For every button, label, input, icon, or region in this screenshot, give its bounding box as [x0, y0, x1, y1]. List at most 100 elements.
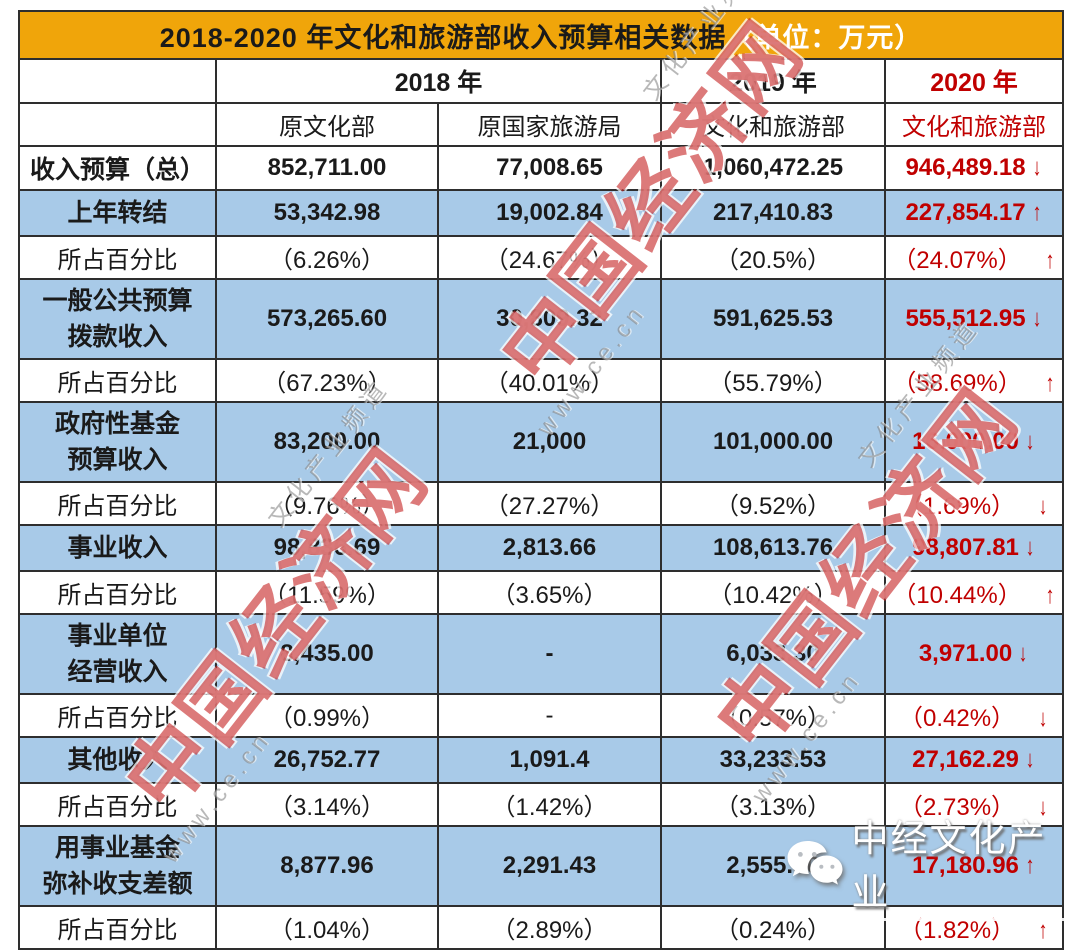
table-row: 一般公共预算 拨款收入 573,265.60 30,809.32 591,625.53… — [18, 278, 1065, 360]
table-row: 上年转结 53,342.98 19,002.84 217,410.83 227,854.… — [18, 189, 1065, 237]
down-arrow-icon: ↓ — [1025, 428, 1035, 455]
cell-2018-yuan-wenhuabu: 26,752.77 — [215, 736, 439, 784]
cell-2018-yuan-guojialvyouju: （3.65%） — [437, 570, 662, 615]
table-title: 2018-2020 年文化和旅游部收入预算相关数据（单位：万元） — [17, 10, 1065, 60]
cell-2018-yuan-guojialvyouju: 21,000 — [437, 401, 662, 483]
cell-2020-wenhualvyoubu: （10.44%） ↑ — [883, 570, 1065, 615]
value-2020: 17,180.96 — [912, 852, 1019, 879]
cell-2018-yuan-wenhuabu: （1.04%） — [215, 905, 439, 950]
cell-2018-yuan-guojialvyouju: （24.67%） — [437, 235, 662, 280]
cell-2019-wenhualvyoubu: 217,410.83 — [660, 189, 886, 237]
title-unit: （单位：万元） — [726, 22, 923, 53]
cell-2018-yuan-wenhuabu: 53,342.98 — [215, 189, 439, 237]
cell-2019-wenhualvyoubu: 591,625.53 — [660, 278, 886, 360]
value-2020: （1.69%） — [898, 493, 1016, 520]
subheader-former-ministry-of-culture: 原文化部 — [215, 102, 439, 147]
row-label: 其他收入 — [18, 736, 217, 784]
down-arrow-icon: ↓ — [1038, 794, 1048, 821]
value-2020: （1.82%） — [898, 917, 1016, 944]
row-label: 所占百分比 — [18, 693, 217, 738]
row-label: 事业收入 — [18, 524, 217, 572]
title-text: 2018-2020 年文化和旅游部收入预算相关数据 — [159, 22, 727, 53]
cell-2020-wenhualvyoubu: 17,180.96 ↑ — [883, 825, 1065, 907]
down-arrow-icon: ↓ — [1038, 705, 1048, 732]
agency-header-row: 原文化部 原国家旅游局 文化和旅游部 文化和旅游部 — [18, 102, 1065, 147]
cell-2020-wenhualvyoubu: 16,000.00 ↓ — [883, 401, 1065, 483]
cell-2018-yuan-guojialvyouju: 30,809.32 — [437, 278, 662, 360]
cell-2020-wenhualvyoubu: 946,489.18 ↓ — [883, 145, 1065, 191]
value-2020: （10.44%） — [892, 582, 1022, 609]
header-2019: 2019 年 — [660, 58, 886, 104]
cell-2020-wenhualvyoubu: （58.69%） ↑ — [883, 358, 1065, 403]
cell-2019-wenhualvyoubu: 6,033.30 — [660, 613, 886, 695]
cell-2018-yuan-guojialvyouju: 2,813.66 — [437, 524, 662, 572]
down-arrow-icon: ↓ — [1032, 154, 1042, 181]
cell-2018-yuan-wenhuabu: （0.99%） — [215, 693, 439, 738]
cell-2018-yuan-wenhuabu: 83,200.00 — [215, 401, 439, 483]
page: 2018-2020 年文化和旅游部收入预算相关数据（单位：万元） 2018 年 … — [17, 0, 1065, 950]
table-row: 所占百分比 （1.04%） （2.89%） （0.24%） （1.82%） ↑ — [18, 905, 1065, 950]
table-row: 其他收入 26,752.77 1,091.4 33,233.53 27,162.29 ↓ — [18, 736, 1065, 784]
cell-2019-wenhualvyoubu: 108,613.76 — [660, 524, 886, 572]
table-row: 事业收入 98,836.69 2,813.66 108,613.76 98,807.81… — [18, 524, 1065, 572]
cell-2018-yuan-guojialvyouju: （1.42%） — [437, 782, 662, 827]
cell-2018-yuan-wenhuabu: 852,711.00 — [215, 145, 439, 191]
cell-2019-wenhualvyoubu: （55.79%） — [660, 358, 886, 403]
table-row: 所占百分比 （67.23%） （40.01%） （55.79%） （58.69%） ↑ — [18, 358, 1065, 403]
up-arrow-icon: ↑ — [1025, 852, 1035, 879]
cell-2018-yuan-wenhuabu: 8,877.96 — [215, 825, 439, 907]
cell-2020-wenhualvyoubu: （1.82%） ↑ — [883, 905, 1065, 950]
corner-cell — [18, 58, 217, 104]
down-arrow-icon: ↓ — [1032, 305, 1042, 332]
cell-2019-wenhualvyoubu: （10.42%） — [660, 570, 886, 615]
up-arrow-icon: ↑ — [1045, 370, 1055, 397]
row-label: 事业单位 经营收入 — [18, 613, 217, 695]
header-2018: 2018 年 — [215, 58, 662, 104]
cell-2018-yuan-guojialvyouju: 2,291.43 — [437, 825, 662, 907]
budget-table: 2018-2020 年文化和旅游部收入预算相关数据（单位：万元） 2018 年 … — [17, 10, 1065, 950]
value-2020: 98,807.81 — [912, 534, 1019, 561]
table-row: 所占百分比 （0.99%） - （0.57%） （0.42%） ↓ — [18, 693, 1065, 738]
down-arrow-icon: ↓ — [1025, 534, 1035, 561]
header-2020: 2020 年 — [883, 58, 1065, 104]
value-2020: （58.69%） — [892, 370, 1022, 397]
row-label: 所占百分比 — [18, 481, 217, 526]
cell-2018-yuan-guojialvyouju: 77,008.65 — [437, 145, 662, 191]
cell-2019-wenhualvyoubu: 101,000.00 — [660, 401, 886, 483]
cell-2018-yuan-guojialvyouju: - — [437, 693, 662, 738]
title-row: 2018-2020 年文化和旅游部收入预算相关数据（单位：万元） — [17, 10, 1065, 60]
cell-2018-yuan-guojialvyouju: - — [437, 613, 662, 695]
cell-2018-yuan-guojialvyouju: （2.89%） — [437, 905, 662, 950]
down-arrow-icon: ↓ — [1025, 746, 1035, 773]
table-row: 所占百分比 （11.59%） （3.65%） （10.42%） （10.44%） ↑ — [18, 570, 1065, 615]
value-2020: （0.42%） — [898, 705, 1016, 732]
cell-2020-wenhualvyoubu: （2.73%） ↓ — [883, 782, 1065, 827]
table-row: 事业单位 经营收入 8,435.00-6,033.30 3,971.00 ↓ — [18, 613, 1065, 695]
cell-2020-wenhualvyoubu: 3,971.00 ↓ — [883, 613, 1065, 695]
cell-2019-wenhualvyoubu: （9.52%） — [660, 481, 886, 526]
cell-2018-yuan-wenhuabu: （11.59%） — [215, 570, 439, 615]
up-arrow-icon: ↑ — [1038, 917, 1048, 944]
cell-2018-yuan-guojialvyouju: 19,002.84 — [437, 189, 662, 237]
table-row: 用事业基金 弥补收支差额 8,877.96 2,291.43 2,555.30 17,1… — [18, 825, 1065, 907]
value-2020: 555,512.95 — [905, 305, 1026, 332]
table-row: 所占百分比 （3.14%） （1.42%） （3.13%） （2.73%） ↓ — [18, 782, 1065, 827]
cell-2019-wenhualvyoubu: （20.5%） — [660, 235, 886, 280]
cell-2018-yuan-wenhuabu: （9.76%） — [215, 481, 439, 526]
cell-2019-wenhualvyoubu: 2,555.30 — [660, 825, 886, 907]
cell-2020-wenhualvyoubu: 98,807.81 ↓ — [883, 524, 1065, 572]
down-arrow-icon: ↓ — [1018, 640, 1028, 667]
value-2020: 3,971.00 — [918, 640, 1013, 667]
row-label: 上年转结 — [18, 189, 217, 237]
up-arrow-icon: ↑ — [1045, 247, 1055, 274]
cell-2018-yuan-guojialvyouju: 1,091.4 — [437, 736, 662, 784]
cell-2019-wenhualvyoubu: 33,233.53 — [660, 736, 886, 784]
cell-2019-wenhualvyoubu: （3.13%） — [660, 782, 886, 827]
value-2020: 946,489.18 — [905, 154, 1026, 181]
cell-2018-yuan-wenhuabu: （3.14%） — [215, 782, 439, 827]
cell-2018-yuan-wenhuabu: （67.23%） — [215, 358, 439, 403]
table-row: 政府性基金 预算收入 83,200.00 21,000 101,000.00 16,00… — [18, 401, 1065, 483]
cell-2018-yuan-wenhuabu: （6.26%） — [215, 235, 439, 280]
cell-2018-yuan-guojialvyouju: （27.27%） — [437, 481, 662, 526]
row-label: 所占百分比 — [18, 235, 217, 280]
